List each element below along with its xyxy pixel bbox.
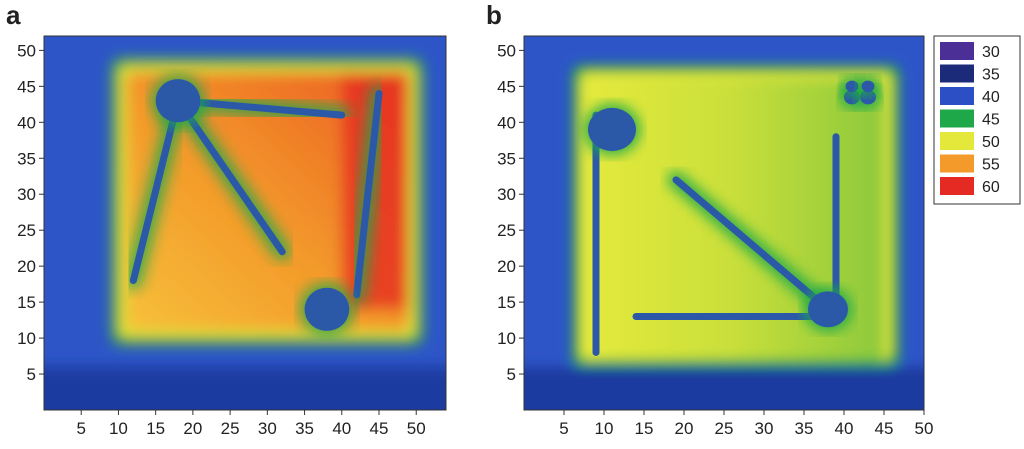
- legend-label: 30: [982, 44, 1000, 61]
- y-tick-label: 5: [27, 365, 36, 384]
- x-tick-label: 35: [795, 419, 814, 438]
- y-tick-label: 45: [17, 77, 36, 96]
- y-tick-label: 50: [17, 41, 36, 60]
- y-tick-label: 50: [497, 41, 516, 60]
- legend-swatch: [940, 154, 974, 173]
- panel-a-layers: [44, 57, 446, 410]
- x-tick-label: 20: [675, 419, 694, 438]
- y-tick-label: 25: [17, 221, 36, 240]
- y-tick-label: 35: [17, 149, 36, 168]
- panel-a-heatmap: [44, 36, 446, 410]
- x-tick-label: 40: [332, 419, 351, 438]
- legend-label: 50: [982, 134, 1000, 151]
- y-tick-label: 10: [17, 329, 36, 348]
- panel-a-channels: [124, 74, 388, 336]
- blob: [155, 79, 201, 123]
- x-tick-label: 25: [221, 419, 240, 438]
- legend-label: 55: [982, 157, 1000, 174]
- blob: [861, 80, 875, 93]
- legend-swatch: [940, 177, 974, 195]
- y-tick-label: 20: [17, 257, 36, 276]
- panel-b: b 5 10 15 20 25 30 35 40 45 50 5 10 15 20 25 30 35 40 45 50: [486, 0, 933, 438]
- legend-items: 30 35 40 45 50 55 60: [940, 42, 1000, 196]
- x-tick-label: 50: [407, 419, 426, 438]
- x-tick-label: 5: [559, 419, 568, 438]
- x-tick-label: 10: [595, 419, 614, 438]
- x-tick-label: 40: [835, 419, 854, 438]
- y-tick-label: 30: [17, 185, 36, 204]
- panel-a-cold-edge: [44, 366, 446, 410]
- y-tick-label: 45: [497, 77, 516, 96]
- y-tick-label: 40: [17, 113, 36, 132]
- y-tick-label: 20: [497, 257, 516, 276]
- panel-a-ticks: 5 10 15 20 25 30 35 40 45 50 5 10 15 20 25 30 35 40 45 50: [17, 41, 426, 438]
- x-tick-label: 20: [183, 419, 202, 438]
- panel-a-frame: [43, 35, 447, 411]
- legend-label: 60: [982, 179, 1000, 196]
- y-tick-label: 10: [497, 329, 516, 348]
- legend-swatch: [940, 64, 974, 83]
- panel-b-ticks: 5 10 15 20 25 30 35 40 45 50 5 10 15 20 25 30 35 40 45 50: [497, 41, 933, 438]
- legend-label: 40: [982, 89, 1000, 106]
- x-tick-label: 45: [370, 419, 389, 438]
- panel-b-label: b: [486, 0, 502, 30]
- x-tick-label: 10: [109, 419, 128, 438]
- panel-b-layers: [524, 64, 924, 410]
- legend-swatch: [940, 109, 974, 128]
- x-tick-label: 15: [146, 419, 165, 438]
- panel-a-label: a: [6, 0, 21, 30]
- legend-swatch: [940, 42, 974, 60]
- legend-label: 35: [982, 67, 1000, 84]
- x-tick-label: 35: [295, 419, 314, 438]
- panel-b-cold-edge: [524, 366, 924, 410]
- x-tick-label: 30: [755, 419, 774, 438]
- blob: [845, 80, 859, 93]
- legend-swatch: [940, 132, 974, 150]
- panel-b-channels: [583, 75, 881, 362]
- y-tick-label: 40: [497, 113, 516, 132]
- blob: [588, 107, 636, 152]
- x-tick-label: 50: [915, 419, 934, 438]
- y-tick-label: 30: [497, 185, 516, 204]
- panel-b-heatmap: [524, 36, 924, 410]
- x-tick-label: 30: [258, 419, 277, 438]
- blob: [304, 287, 350, 331]
- x-tick-label: 45: [875, 419, 894, 438]
- colorbar-legend: 30 35 40 45 50 55 60: [933, 35, 1021, 205]
- channel-line: [353, 90, 383, 299]
- panel-a: a 5 10 15 20 25 30 35 40 45 50 5 10 15 20 25 30 35 40 45 50: [6, 0, 447, 438]
- channel-line: [672, 176, 832, 313]
- legend-label: 45: [982, 112, 1000, 129]
- legend-swatch: [940, 87, 974, 105]
- channel-line: [174, 97, 346, 119]
- channel-line: [129, 97, 182, 285]
- blob: [808, 291, 848, 328]
- y-tick-label: 15: [497, 293, 516, 312]
- x-tick-label: 25: [715, 419, 734, 438]
- y-tick-label: 15: [17, 293, 36, 312]
- x-tick-label: 5: [76, 419, 85, 438]
- x-tick-label: 15: [635, 419, 654, 438]
- y-tick-label: 5: [507, 365, 516, 384]
- channel-line: [174, 97, 286, 256]
- y-tick-label: 35: [497, 149, 516, 168]
- y-tick-label: 25: [497, 221, 516, 240]
